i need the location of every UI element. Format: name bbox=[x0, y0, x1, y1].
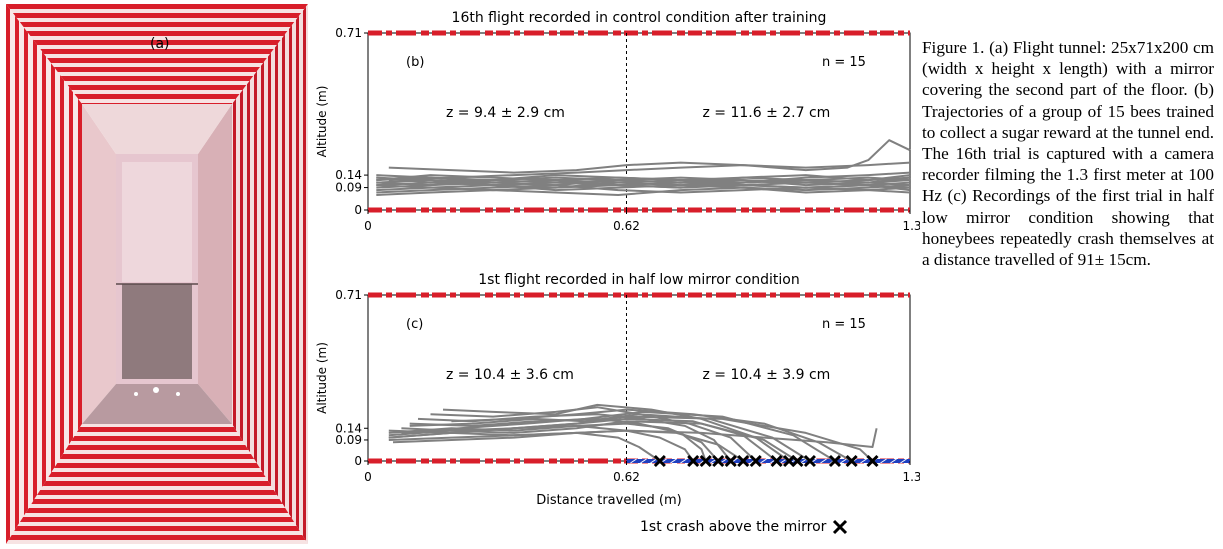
mirror-hatch bbox=[800, 458, 807, 464]
crash-mark-12 bbox=[828, 454, 842, 468]
y-tick-label: 0.71 bbox=[335, 26, 362, 40]
crash-mark-14 bbox=[866, 454, 879, 468]
mirror-hatch bbox=[890, 458, 897, 464]
x-tick-label: 0.62 bbox=[613, 470, 640, 484]
n-label: n = 15 bbox=[822, 317, 866, 332]
y-tick-label: 0 bbox=[354, 203, 362, 217]
tunnel-photo-drawing bbox=[6, 4, 308, 544]
y-tick-label: 0.14 bbox=[335, 421, 362, 435]
trajectory-13 bbox=[388, 161, 911, 174]
y-axis-label: Altitude (m) bbox=[315, 86, 329, 158]
chart-title: 16th flight recorded in control conditio… bbox=[452, 10, 827, 26]
trajectory-plots: 16th flight recorded in control conditio… bbox=[300, 0, 920, 547]
trajectory-13 bbox=[451, 408, 853, 462]
trajectory-15 bbox=[392, 428, 878, 448]
x-tick-label: 0 bbox=[364, 219, 372, 233]
chart-title: 1st flight recorded in half low mirror c… bbox=[478, 272, 800, 288]
photo-label: (a) bbox=[150, 36, 170, 52]
trajectory-3 bbox=[409, 417, 707, 462]
x-axis-label: Distance travelled (m) bbox=[536, 493, 682, 508]
crash-legend-label: 1st crash above the mirror bbox=[640, 519, 827, 535]
x-tick-label: 0.62 bbox=[613, 219, 640, 233]
mirror-hatch bbox=[860, 458, 867, 464]
crash-mark-7 bbox=[749, 454, 762, 468]
crash-mark-4 bbox=[712, 454, 725, 468]
crash-mark-2 bbox=[687, 454, 700, 468]
mirror-hatch bbox=[630, 458, 637, 464]
tunnel-photo: (a) bbox=[6, 4, 308, 544]
crash-mark-3 bbox=[699, 454, 712, 468]
n-label: n = 15 bbox=[822, 55, 866, 70]
crash-mark-1 bbox=[653, 454, 666, 468]
panel-label: (b) bbox=[406, 55, 424, 70]
crash-mark-8 bbox=[770, 454, 783, 468]
mirror-hatch bbox=[820, 458, 827, 464]
y-tick-label: 0.09 bbox=[335, 181, 362, 195]
crash-mark-6 bbox=[737, 454, 750, 468]
trajectory-12 bbox=[376, 186, 911, 196]
y-tick-label: 0.71 bbox=[335, 288, 362, 302]
chart-b: 16th flight recorded in control conditio… bbox=[315, 10, 920, 233]
mirror-hatch bbox=[640, 458, 647, 464]
annotation-left: z = 9.4 ± 2.9 cm bbox=[446, 105, 565, 121]
x-tick-label: 1.3 bbox=[902, 470, 920, 484]
trajectory-14 bbox=[388, 139, 911, 182]
plot-frame bbox=[367, 32, 911, 211]
mirror-hatch bbox=[680, 458, 687, 464]
mirror-hatch bbox=[650, 458, 657, 464]
crash-mark-13 bbox=[845, 454, 858, 468]
figure-caption: Figure 1. (a) Flight tunnel: 25x71x200 c… bbox=[922, 38, 1214, 270]
y-axis-label: Altitude (m) bbox=[315, 342, 329, 414]
crash-mark-5 bbox=[724, 454, 737, 468]
y-tick-label: 0 bbox=[354, 454, 362, 468]
mirror-hatch bbox=[840, 458, 847, 464]
crash-x-icon bbox=[833, 519, 848, 535]
trajectory-15 bbox=[376, 176, 911, 184]
trajectory-12 bbox=[401, 410, 836, 462]
mirror-hatch bbox=[760, 458, 767, 464]
x-tick-label: 0 bbox=[364, 470, 372, 484]
x-tick-label: 1.3 bbox=[902, 219, 920, 233]
annotation-right: z = 10.4 ± 3.9 cm bbox=[702, 367, 830, 383]
crash-mark-11 bbox=[803, 454, 816, 468]
panel-label: (c) bbox=[406, 317, 423, 332]
mirror-hatch bbox=[900, 458, 907, 464]
annotation-left: z = 10.4 ± 3.6 cm bbox=[446, 367, 574, 383]
chart-c: 1st flight recorded in half low mirror c… bbox=[315, 272, 920, 508]
y-tick-label: 0.14 bbox=[335, 168, 362, 182]
y-tick-label: 0.09 bbox=[335, 433, 362, 447]
crash-legend: 1st crash above the mirror bbox=[640, 514, 848, 540]
crash-mark-10 bbox=[791, 454, 804, 468]
annotation-right: z = 11.6 ± 2.7 cm bbox=[702, 105, 830, 121]
mirror-hatch bbox=[670, 458, 677, 464]
mirror-hatch bbox=[880, 458, 887, 464]
